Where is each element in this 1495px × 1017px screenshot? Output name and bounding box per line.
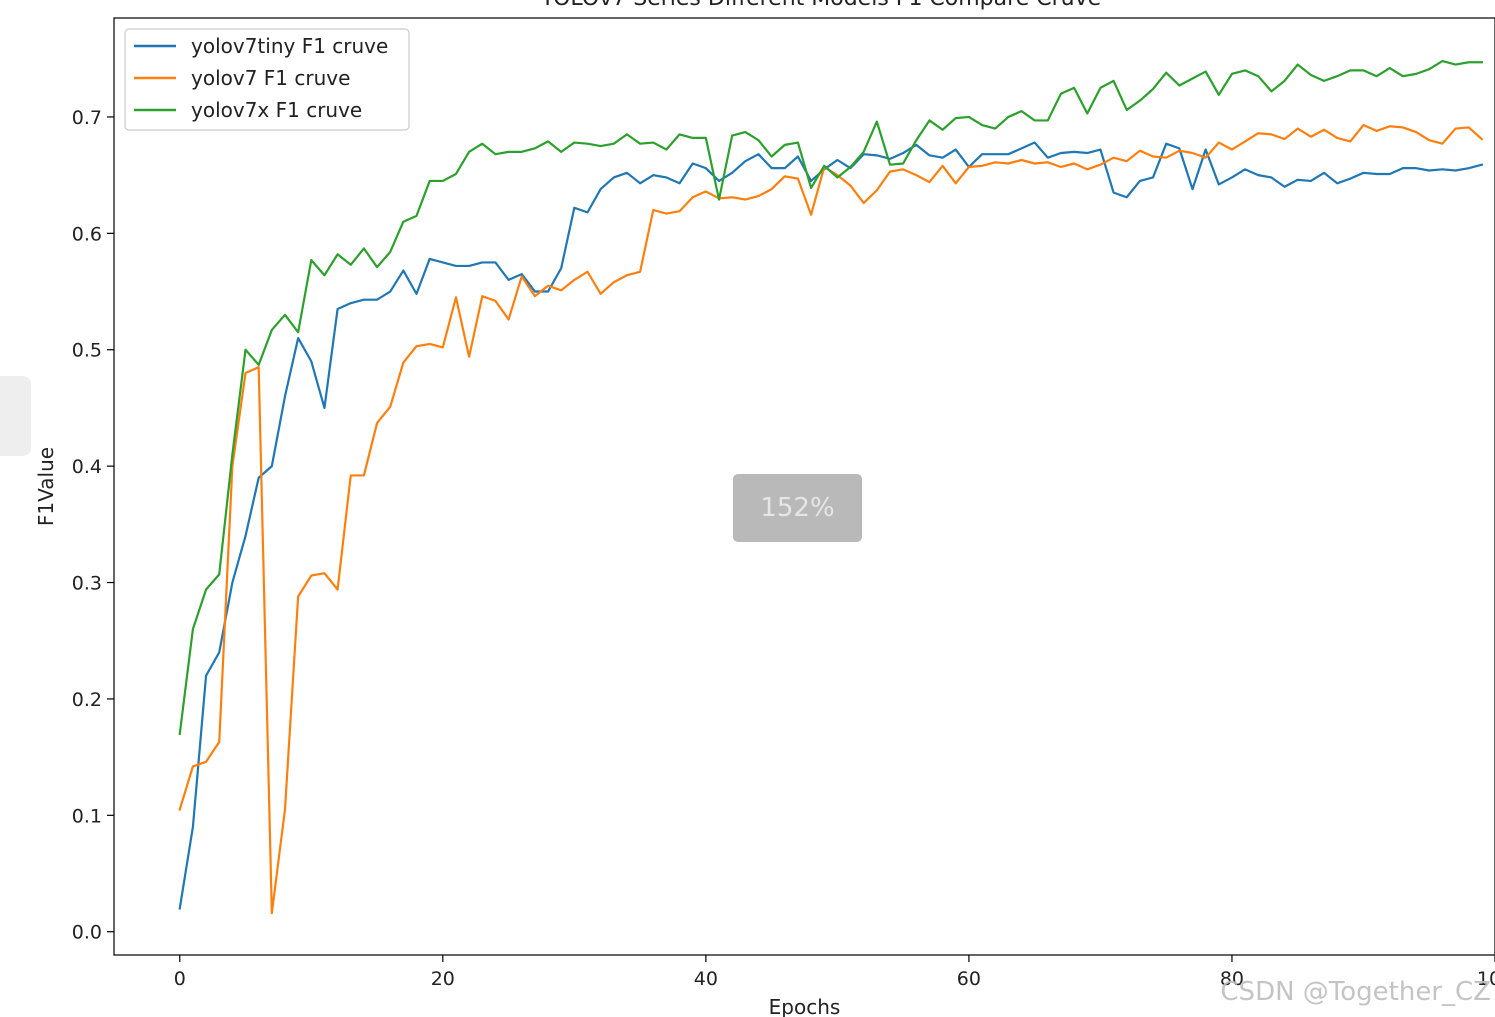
y-tick-label: 0.0 <box>72 922 102 944</box>
y-axis-ticks: 0.0 0.1 0.2 0.3 0.4 0.5 0.6 0.7 <box>72 107 114 944</box>
y-tick-label: 0.5 <box>72 340 102 362</box>
axes-frame <box>113 17 1495 956</box>
legend-entry: yolov7x F1 cruve <box>191 98 362 122</box>
y-tick-label: 0.7 <box>72 107 102 129</box>
y-tick-label: 0.6 <box>72 223 102 245</box>
chart-title: YOLOv7 Series Different Models F1 Compar… <box>540 0 1101 11</box>
x-tick-label: 60 <box>957 968 981 990</box>
x-axis-ticks: 0 20 40 60 80 100 <box>174 955 1495 990</box>
x-tick-label: 80 <box>1220 968 1244 990</box>
x-tick-label: 20 <box>431 968 455 990</box>
series-layer <box>178 59 1484 915</box>
y-tick-label: 0.3 <box>72 573 102 595</box>
y-tick-label: 0.4 <box>72 456 102 478</box>
series-line-3 <box>178 59 1483 736</box>
series-line-1 <box>178 141 1484 910</box>
legend-entry: yolov7tiny F1 cruve <box>191 34 388 58</box>
x-tick-label: 40 <box>694 968 718 990</box>
side-panel-handle[interactable] <box>0 376 31 456</box>
zoom-level-badge: 152% <box>733 474 862 542</box>
x-axis-label: Epochs <box>769 995 841 1017</box>
legend-box <box>124 28 410 131</box>
y-tick-label: 0.1 <box>72 805 102 827</box>
y-axis-label: F1Value <box>34 447 58 526</box>
legend: yolov7tiny F1 cruve yolov7 F1 cruve yolov7… <box>124 28 410 131</box>
legend-entry: yolov7 F1 cruve <box>191 66 350 90</box>
x-tick-label: 100 <box>1477 968 1495 990</box>
watermark: CSDN @Together_CZ <box>1220 977 1491 1007</box>
y-tick-label: 0.2 <box>72 689 102 711</box>
x-tick-label: 0 <box>174 968 186 990</box>
